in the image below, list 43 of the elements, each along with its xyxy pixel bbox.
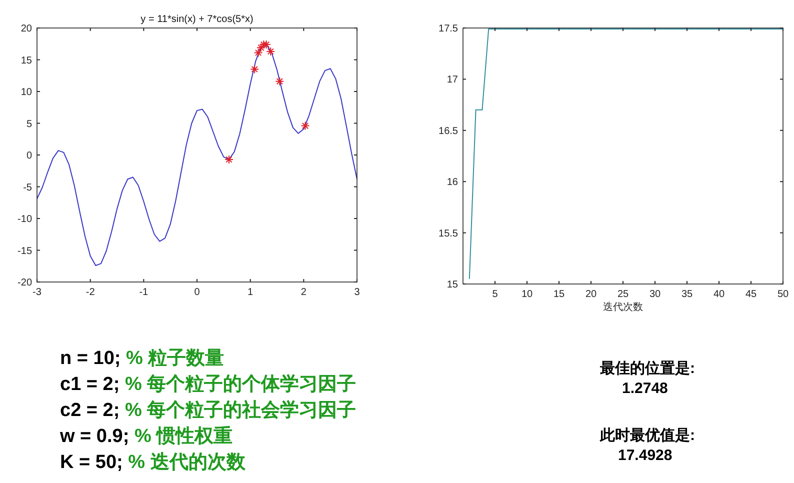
y-tick-label: 20 xyxy=(20,24,32,34)
y-tick-label: 15 xyxy=(20,55,32,66)
y-tick-label: -10 xyxy=(18,214,32,225)
y-tick-label: 0 xyxy=(26,150,32,162)
text: K = 50; % 迭代的次数 xyxy=(60,451,246,473)
y-tick-label: 10 xyxy=(20,87,32,98)
x-axis-title: 迭代次数 xyxy=(603,301,643,313)
y-tick-label: 15 xyxy=(446,280,458,290)
x-tick-label: -1 xyxy=(139,287,149,298)
x-tick-label: 30 xyxy=(649,289,661,300)
x-tick-label: -3 xyxy=(32,287,42,298)
y-tick-label: 5 xyxy=(26,118,32,130)
y-tick-label: 16 xyxy=(446,177,458,188)
x-tick-label: 50 xyxy=(777,289,789,300)
x-tick-label: 0 xyxy=(194,287,200,298)
chart-title: y = 11*sin(x) + 7*cos(5*x) xyxy=(140,14,254,25)
y-tick-label: 15.5 xyxy=(438,228,458,240)
text: 最佳的位置是: xyxy=(599,360,695,377)
y-tick-label: -5 xyxy=(23,182,32,194)
x-tick-label: 3 xyxy=(354,287,360,298)
y-tick-label: 17.5 xyxy=(438,24,458,34)
text: 17.4928 xyxy=(618,447,672,464)
x-tick-label: 20 xyxy=(585,289,597,300)
x-tick-label: 1 xyxy=(248,287,254,298)
text: c1 = 2; % 每个粒子的个体学习因子 xyxy=(60,374,356,395)
x-tick-label: 10 xyxy=(521,289,533,300)
y-tick-label: -15 xyxy=(18,246,32,257)
text: c2 = 2; % 每个粒子的社会学习因子 xyxy=(60,399,356,421)
text: 此时最优值是: xyxy=(599,427,695,444)
x-tick-label: 40 xyxy=(713,289,725,300)
x-tick-label: 5 xyxy=(492,289,498,300)
y-tick-label: -20 xyxy=(18,278,32,288)
y-tick-label: 16.5 xyxy=(438,126,458,137)
x-tick-label: 45 xyxy=(745,289,757,300)
x-tick-label: 15 xyxy=(553,289,565,300)
text: 1.2748 xyxy=(622,380,668,397)
text: n = 10; % 粒子数量 xyxy=(60,348,224,369)
x-tick-label: 25 xyxy=(617,289,629,300)
text: w = 0.9; % 惯性权重 xyxy=(59,425,233,447)
x-tick-label: 2 xyxy=(300,287,307,298)
y-tick-label: 17 xyxy=(446,74,458,86)
x-tick-label: -2 xyxy=(86,287,96,298)
x-tick-label: 35 xyxy=(681,289,693,300)
